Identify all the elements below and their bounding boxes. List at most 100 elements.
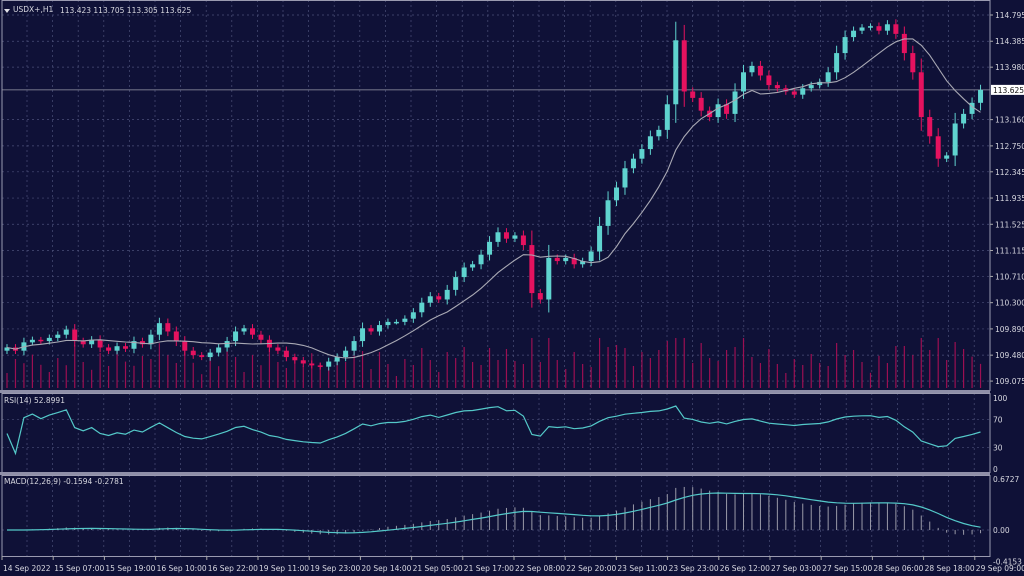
time-tick-label: 21 Sep 17:00: [464, 564, 514, 573]
price-tick-label: 114.795: [995, 11, 1024, 20]
candle-body: [487, 241, 493, 255]
candle-body: [647, 136, 653, 150]
header-symbol: USDX+,H1: [13, 5, 54, 14]
candle-body: [410, 312, 416, 319]
pane-border: [1, 0, 991, 391]
candle-body: [597, 225, 603, 252]
candle-body: [935, 136, 941, 159]
candle-body: [241, 328, 247, 332]
candle-body: [190, 350, 196, 356]
time-tick-label: 20 Sep 14:00: [361, 564, 411, 573]
candle-body: [283, 350, 289, 358]
candle-body: [656, 129, 662, 137]
candle-body: [952, 123, 958, 156]
candle-body: [224, 341, 230, 348]
moving-average-line: [6, 38, 981, 359]
candle-body: [436, 296, 442, 300]
candle-body: [554, 257, 560, 262]
candle-body: [300, 360, 306, 364]
candle-body: [690, 91, 696, 98]
time-tick-label: 27 Sep 03:00: [771, 564, 821, 573]
candle-body: [512, 235, 518, 239]
candle-body: [884, 24, 890, 31]
time-tick-label: 16 Sep 22:00: [208, 564, 258, 573]
candle-body: [817, 81, 823, 86]
candle-body: [106, 347, 112, 351]
time-tick-label: 29 Sep 09:00: [976, 564, 1024, 573]
price-tick-label: 110.710: [995, 272, 1024, 281]
price-tick-label: 112.345: [995, 168, 1024, 177]
candle-body: [918, 72, 924, 118]
candle-body: [123, 346, 129, 349]
time-tick-label: 19 Sep 23:00: [310, 564, 360, 573]
candle-body: [622, 168, 628, 188]
macd-tick-label: -0.4153: [993, 558, 1022, 567]
candle-body: [80, 341, 86, 345]
candle-body: [233, 331, 239, 342]
candle-body: [334, 357, 340, 362]
candle-body: [715, 104, 721, 118]
time-tick-label: 15 Sep 07:00: [54, 564, 104, 573]
candle-body: [741, 72, 746, 92]
candle-body: [199, 355, 205, 358]
header-ohlc: 113.423 113.705 113.305 113.625: [60, 6, 191, 15]
candle-body: [529, 245, 535, 294]
current-price-box: [991, 84, 1024, 95]
candle-body: [800, 88, 806, 95]
price-tick-label: 113.160: [995, 116, 1024, 125]
candle-body: [393, 321, 399, 324]
price-tick-label: 111.525: [995, 220, 1024, 229]
candle-body: [173, 331, 179, 342]
candle-body: [470, 264, 476, 268]
time-tick-label: 27 Sep 15:00: [822, 564, 872, 573]
candle-body: [461, 267, 467, 278]
time-tick-label: 28 Sep 18:00: [925, 564, 975, 573]
candle-body: [55, 334, 61, 338]
time-tick-label: 23 Sep 11:00: [617, 564, 667, 573]
candle-body: [978, 89, 984, 103]
candle-body: [29, 339, 35, 343]
candle-body: [139, 341, 145, 345]
pane-separator: [0, 472, 990, 475]
candle-body: [614, 187, 620, 201]
candle-body: [503, 232, 509, 239]
dropdown-triangle-icon: [4, 9, 10, 13]
candle-body: [360, 328, 366, 342]
candle-body: [427, 296, 433, 303]
candle-body: [546, 257, 552, 300]
candle-body: [292, 357, 298, 361]
candle-body: [774, 85, 780, 89]
candle-body: [681, 40, 687, 92]
rsi-tick-label: 70: [993, 415, 1003, 424]
candle-body: [893, 24, 899, 34]
candle-body: [385, 321, 391, 326]
candle-body: [131, 341, 137, 349]
candle-body: [4, 347, 10, 351]
price-tick-label: 112.750: [995, 142, 1024, 151]
candle-body: [749, 65, 755, 73]
candle-body: [698, 97, 704, 111]
time-tick-label: 23 Sep 23:00: [669, 564, 719, 573]
candle-body: [453, 277, 459, 290]
rsi-tick-label: 100: [993, 394, 1008, 403]
candle-body: [402, 318, 408, 322]
time-tick-label: 22 Sep 08:00: [515, 564, 565, 573]
time-tick-label: 26 Sep 12:00: [720, 564, 770, 573]
candle-body: [309, 363, 315, 366]
pane-separator: [0, 390, 990, 393]
candle-body: [901, 33, 907, 54]
candle-body: [876, 26, 882, 31]
time-tick-label: 28 Sep 06:00: [873, 564, 923, 573]
candle-body: [851, 30, 857, 38]
time-tick-label: 19 Sep 11:00: [259, 564, 309, 573]
candle-body: [859, 27, 865, 31]
candle-body: [783, 88, 789, 92]
rsi-label: RSI(14) 52.8991: [4, 396, 65, 405]
candle-body: [326, 361, 332, 367]
candle-body: [563, 257, 569, 262]
candle-body: [732, 91, 738, 114]
pane-border: [1, 393, 991, 473]
candle-body: [867, 26, 873, 28]
candle-body: [207, 352, 213, 358]
